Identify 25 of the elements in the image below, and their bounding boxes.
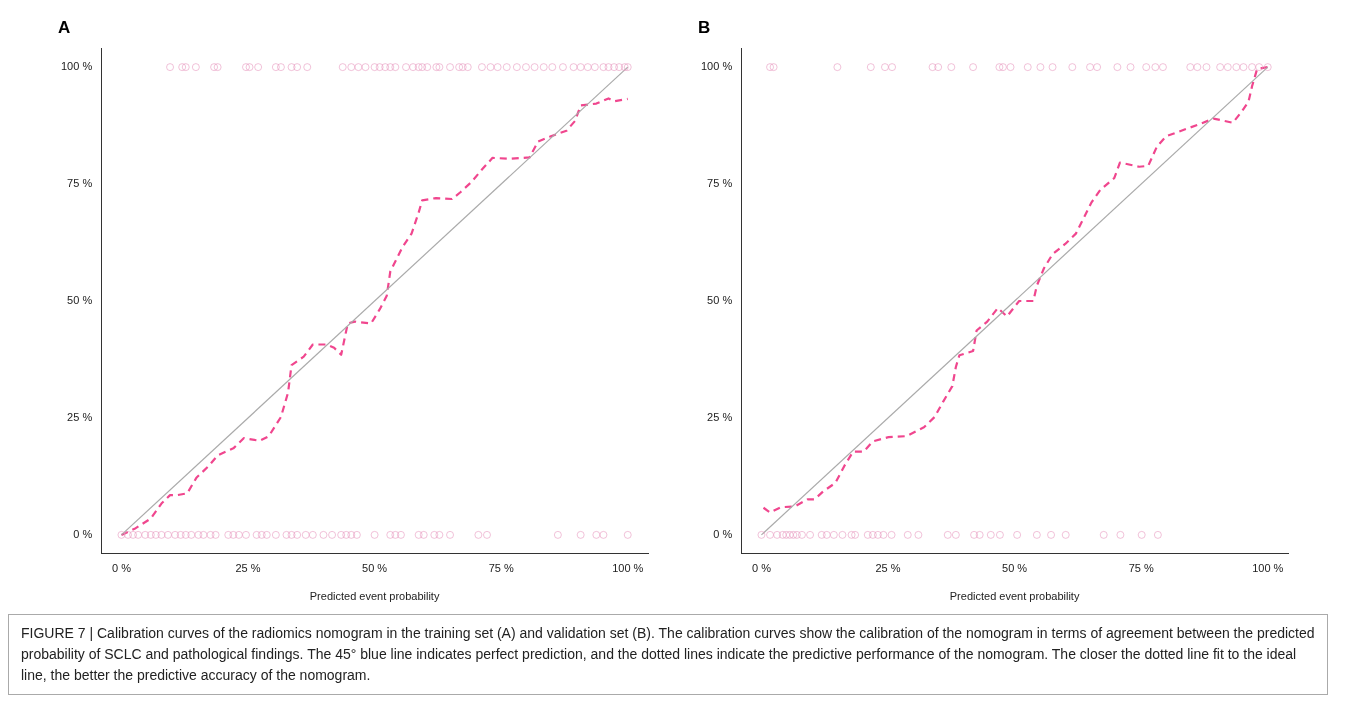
x-tick-label: 100 % <box>612 562 644 575</box>
chart-title: A <box>58 17 71 37</box>
chart-title: B <box>698 17 711 37</box>
x-axis-title: Predicted event probability <box>949 590 1080 603</box>
y-tick-label: 50 % <box>707 294 733 307</box>
x-axis-title: Predicted event probability <box>309 590 440 603</box>
x-tick-label: 25 % <box>875 562 901 575</box>
x-tick-label: 0 % <box>751 562 772 575</box>
y-tick-label: 0 % <box>713 527 733 540</box>
caption: FIGURE 7 | Calibration curves of the radiomics nomogram in the training set (A) and validation set (B). The calibration curves show the calibration of the nomogram in terms of agreement between the predicted probability of SCLC and pathological findings. The 45° blue line indicates perfect prediction, and the dotted lines indicate the predictive performance of the nomogram. The closer the dotted line fit to the ideal line, the better the predictive accuracy of the nomogram. <box>21 624 1315 685</box>
x-tick-label: 75 % <box>488 562 514 575</box>
y-tick-label: 75 % <box>67 177 93 190</box>
y-tick-label: 75 % <box>707 177 733 190</box>
y-tick-label: 100 % <box>60 60 93 73</box>
y-tick-label: 25 % <box>707 410 733 423</box>
x-tick-label: 75 % <box>1128 562 1154 575</box>
y-tick-label: 100 % <box>700 60 733 73</box>
y-tick-label: 50 % <box>67 294 93 307</box>
x-tick-label: 25 % <box>235 562 261 575</box>
x-tick-label: 50 % <box>1002 562 1028 575</box>
y-tick-label: 25 % <box>67 410 93 423</box>
x-tick-label: 50 % <box>362 562 388 575</box>
y-tick-label: 0 % <box>73 527 93 540</box>
x-tick-label: 100 % <box>1252 562 1284 575</box>
x-tick-label: 0 % <box>111 562 132 575</box>
